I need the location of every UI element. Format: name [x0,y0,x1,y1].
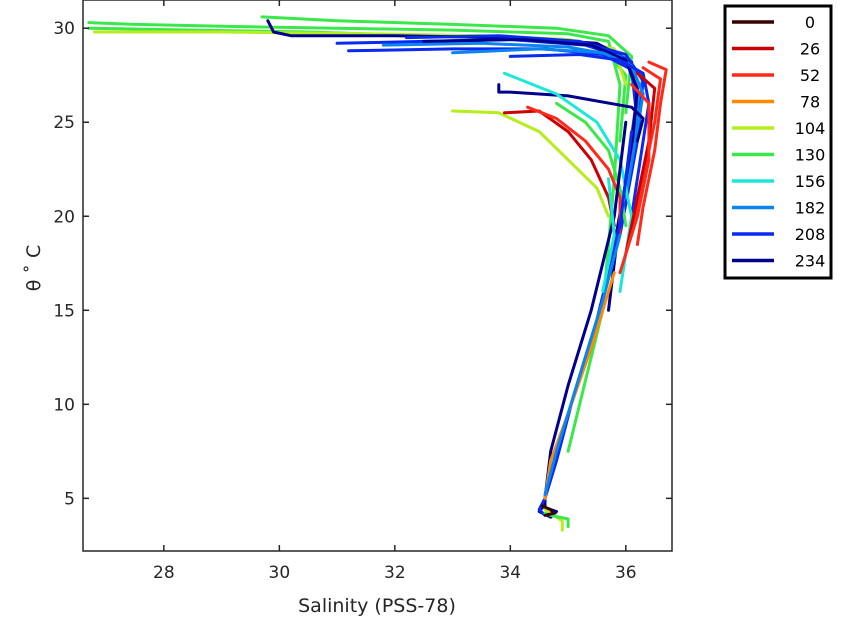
series-line-11 [508,53,651,218]
series-line-21 [618,83,651,275]
legend-label-156: 156 [795,172,826,191]
legend-items: 0 26 52 78 104 130 156 182 208 234 [732,13,825,271]
x-axis: 28 30 32 34 36 [153,0,637,583]
y-axis: 5 10 15 20 25 30 [53,19,672,509]
series-line-18 [635,60,668,246]
legend-label-130: 130 [795,146,826,165]
y-axis-title: θ ˚ C [23,245,45,291]
x-tick-label: 28 [153,563,175,583]
series-line-14 [451,109,610,218]
series-line-3 [260,15,634,115]
y-tick-label: 20 [53,207,75,227]
legend: 0 26 52 78 104 130 156 182 208 234 [723,4,833,280]
series-layer [87,15,668,532]
legend-label-104: 104 [795,119,826,138]
y-tick-label: 15 [53,301,75,321]
legend-label-0: 0 [805,13,815,32]
legend-label-234: 234 [795,252,826,271]
x-tick-label: 34 [499,563,521,583]
y-tick-label: 10 [53,395,75,415]
series-line-27 [540,504,556,517]
series-line-29 [601,177,616,293]
y-tick-label: 5 [64,489,75,509]
series-line-0 [87,21,622,453]
series-line-17 [526,105,622,237]
legend-label-78: 78 [800,93,820,112]
x-tick-label: 36 [615,563,637,583]
legend-label-52: 52 [800,66,820,85]
plot-frame [82,0,673,552]
x-tick-label: 32 [384,563,406,583]
x-tick-label: 30 [269,563,291,583]
series-line-9 [422,38,639,246]
series-line-28 [543,233,622,497]
series-line-19 [630,66,662,237]
legend-label-26: 26 [800,40,820,59]
legend-label-208: 208 [795,225,826,244]
y-tick-label: 30 [53,19,75,39]
legend-label-182: 182 [795,199,826,218]
plot-background [83,0,672,551]
series-line-12 [497,83,645,143]
y-tick-label: 25 [53,113,75,133]
x-axis-title: Salinity (PSS-78) [298,595,456,617]
